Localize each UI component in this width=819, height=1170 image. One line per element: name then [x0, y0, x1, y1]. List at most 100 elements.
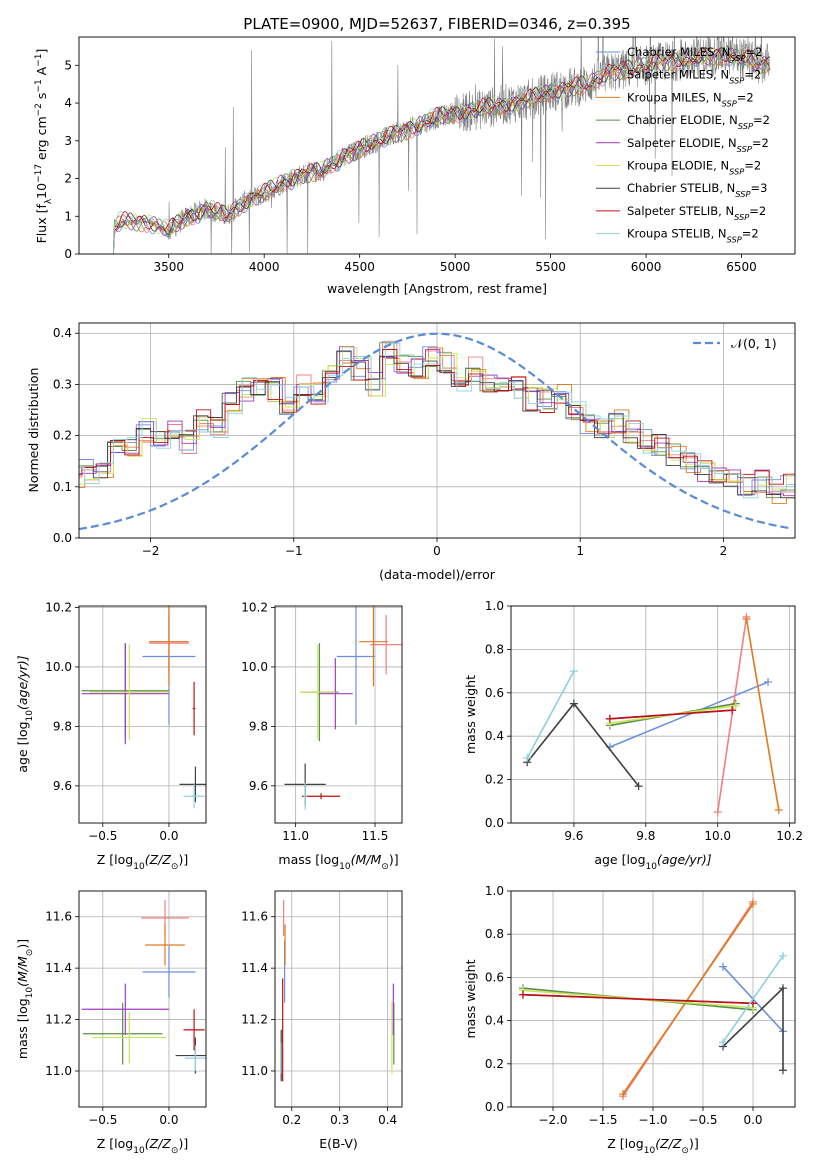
x-tick-label: 5000	[440, 260, 471, 274]
y-tick-label: 1	[64, 209, 72, 223]
gaussian-curve	[79, 332, 793, 531]
y-tick-label: 9.8	[249, 719, 268, 733]
spectrum-model-line-8	[113, 46, 771, 254]
y-axis-label: mass weight	[463, 959, 478, 1038]
legend-label: Kroupa MILES, NSSP=2	[627, 90, 754, 108]
x-tick-label: 4000	[249, 260, 280, 274]
x-tick-label: −2.0	[538, 1113, 567, 1127]
y-axis-label: Flux [fλ10−17 erg cm−2 s−1 A−1]	[34, 49, 54, 244]
legend-label: Chabrier STELIB, NSSP=3	[627, 181, 767, 199]
weight-marker-8	[569, 667, 578, 676]
x-tick-label: 11.5	[362, 829, 389, 843]
y-tick-label: 0.3	[53, 377, 72, 391]
y-tick-label: 0	[64, 247, 72, 261]
legend-label: Salpeter ELODIE, NSSP=2	[627, 136, 769, 154]
spectrum-model-line-0	[113, 50, 771, 254]
panel-age-vs-Z: −0.5 0.0 9.6 9.8 10.0 10.2 Z [log10(Z/Z⊙)] age …	[15, 600, 207, 872]
x-tick-label: −2	[142, 544, 160, 558]
x-tick-label: 0.0	[743, 1113, 762, 1127]
weight-line-1	[716, 616, 748, 813]
x-tick-label: −1	[285, 544, 303, 558]
panel-weight-vs-age: 9.6 9.8 10.0 10.2 0.0 0.2 0.4 0.6 0.8 1.0 age [log…	[463, 599, 803, 872]
legend-gaussian-label: 𝒩(0, 1)	[731, 336, 777, 351]
plot-area	[280, 900, 395, 1082]
y-tick-label: 11.6	[241, 910, 268, 924]
y-tick-label: 0.6	[485, 970, 504, 984]
y-tick-label: 11.4	[241, 961, 268, 975]
y-tick-label: 0.8	[485, 927, 504, 941]
weight-marker-2	[619, 1090, 627, 1099]
y-tick-label: 0.4	[485, 729, 504, 743]
grid	[79, 606, 206, 823]
y-tick-label: 0.2	[53, 429, 72, 443]
axes-frame	[510, 605, 796, 824]
x-tick-label: −0.5	[88, 1113, 117, 1127]
spectrum-model-line-6	[113, 47, 770, 254]
x-tick-label: 0.0	[159, 1113, 178, 1127]
plot-area	[523, 612, 783, 817]
x-tick-label: 5500	[535, 260, 566, 274]
axes-frame	[274, 605, 403, 824]
legend-label: Kroupa STELIB, NSSP=2	[627, 227, 759, 245]
y-tick-label: 0.0	[485, 816, 504, 830]
legend-label: Chabrier ELODIE, NSSP=2	[627, 113, 770, 131]
histogram-step-6	[79, 350, 795, 500]
y-tick-label: 10.2	[241, 600, 268, 614]
weight-line-0	[609, 681, 769, 748]
histogram-step-7	[79, 349, 795, 485]
y-tick-label: 9.6	[53, 779, 72, 793]
x-axis-label: Z [log10(Z/Z⊙)]	[97, 1136, 188, 1156]
y-tick-label: 10.0	[45, 660, 72, 674]
y-axis-label: Normed distribution	[26, 368, 41, 493]
x-tick-label: 6500	[726, 260, 757, 274]
y-tick-label: 0.1	[53, 480, 72, 494]
weight-marker-1	[713, 808, 722, 817]
weight-marker-5	[731, 701, 740, 710]
x-tick-label: 10.2	[776, 829, 803, 843]
x-tick-label: 0.2	[282, 1113, 301, 1127]
histogram-step-4	[79, 346, 795, 497]
y-tick-label: 10.0	[241, 660, 268, 674]
x-tick-label: 0	[433, 544, 441, 558]
grid	[511, 605, 795, 824]
y-tick-label: 1.0	[485, 884, 504, 898]
x-tick-label: −0.5	[688, 1113, 717, 1127]
y-tick-label: 11.0	[45, 1064, 72, 1078]
x-tick-label: 9.8	[636, 829, 655, 843]
plot-area	[113, 37, 771, 254]
weight-marker-2	[749, 899, 757, 908]
x-tick-label: 6000	[631, 260, 662, 274]
y-tick-label: 9.8	[53, 719, 72, 733]
weight-line-8	[526, 670, 575, 759]
x-axis-label: E(B-V)	[319, 1136, 358, 1151]
histogram-step-0	[79, 346, 795, 496]
plot-area	[284, 606, 402, 810]
weight-marker-8	[779, 951, 787, 960]
weight-marker-6	[569, 699, 578, 708]
panel-residuals: −2 −1 0 1 2 0.0 0.1 0.2 0.3 0.4 𝒩(0, 1) (data-model…	[26, 322, 796, 582]
y-tick-label: 0.0	[485, 1100, 504, 1114]
y-tick-label: 0.8	[485, 642, 504, 656]
plot-area	[519, 897, 787, 1101]
legend-label: Kroupa ELODIE, NSSP=2	[627, 159, 761, 177]
histogram-step-8	[79, 342, 795, 499]
spectrum-model-line-4	[113, 47, 771, 254]
panel-age-vs-mass: 11.0 11.5 9.6 9.8 10.0 10.2 mass [log10(M/M⊙)]	[241, 600, 403, 872]
axes-frame	[78, 322, 796, 539]
weight-line-7	[609, 709, 733, 720]
x-axis-label: mass [log10(M/M⊙)]	[278, 852, 398, 872]
weight-marker-7	[605, 714, 614, 723]
x-tick-label: 1	[576, 544, 584, 558]
y-tick-label: 9.6	[249, 779, 268, 793]
grid	[275, 606, 402, 823]
x-tick-label: 11.0	[282, 829, 309, 843]
y-tick-label: 0.6	[485, 686, 504, 700]
y-axis-label: age [log10(age/yr)]	[15, 655, 35, 772]
y-axis-label: mass [log10(M/M⊙)]	[15, 939, 35, 1059]
y-tick-label: 11.6	[45, 910, 72, 924]
panel-mass-vs-Z: −0.5 0.0 11.0 11.2 11.4 11.6 Z [log10(Z/Z⊙)] ma…	[15, 890, 207, 1156]
x-tick-label: 4500	[344, 260, 375, 274]
x-axis-label: (data-model)/error	[379, 567, 496, 582]
x-tick-label: 10.0	[704, 829, 731, 843]
y-tick-label: 2	[64, 172, 72, 186]
